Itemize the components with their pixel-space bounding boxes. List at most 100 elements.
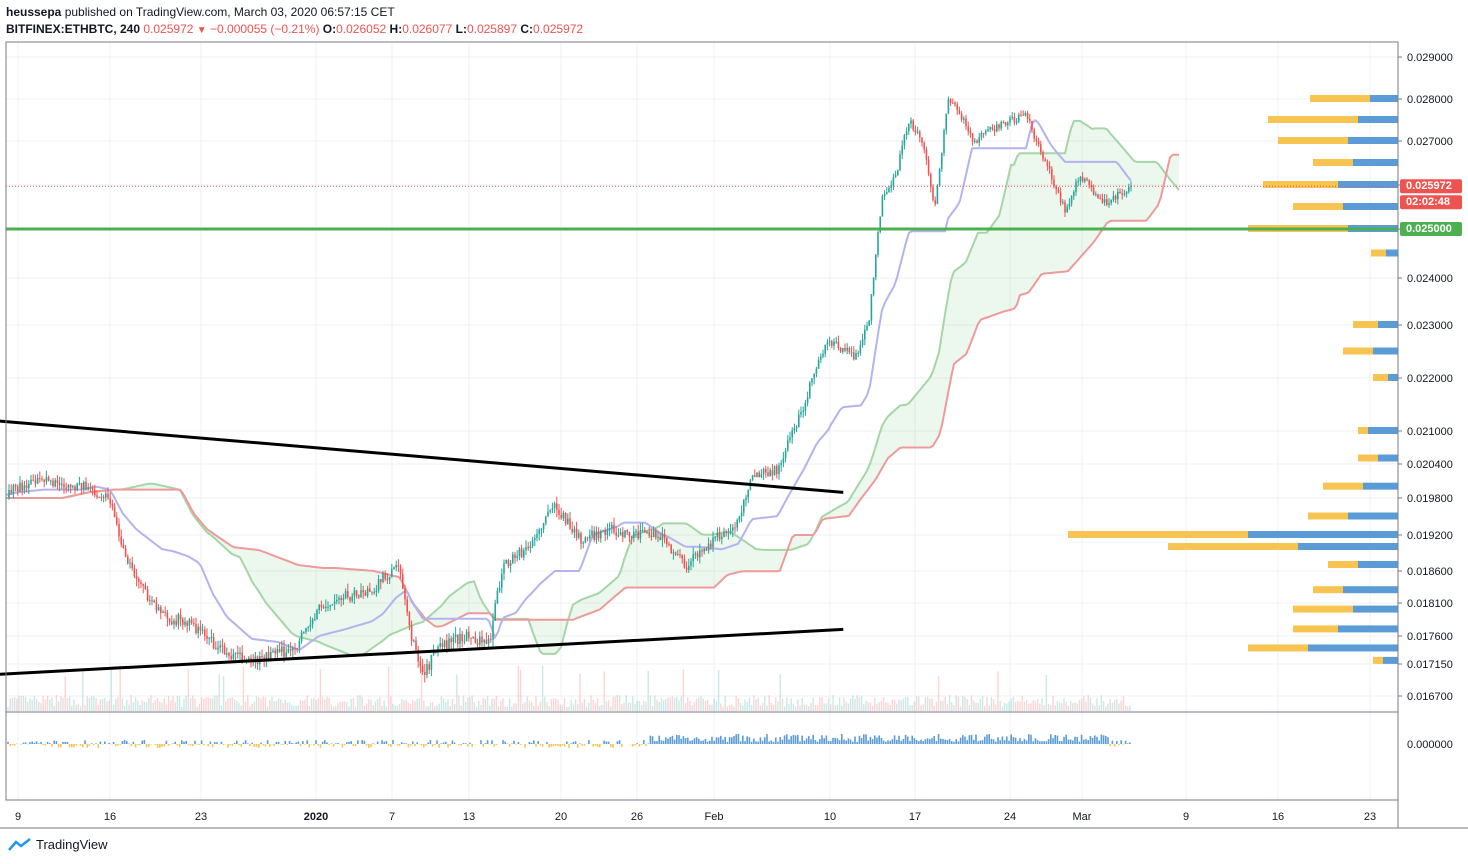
candle-body: [468, 631, 470, 638]
candle-body: [782, 458, 785, 463]
candle-body: [560, 515, 562, 519]
candle-body: [87, 487, 89, 490]
candle-body: [536, 533, 538, 538]
candle-body: [688, 565, 690, 570]
candle-body: [333, 601, 336, 605]
candle-body: [976, 140, 978, 143]
candle-body: [1114, 196, 1117, 200]
candle-body: [1079, 176, 1082, 181]
candle-body: [888, 188, 890, 193]
candle-body: [769, 470, 771, 477]
candle-body: [14, 485, 17, 487]
candle-body: [705, 548, 708, 551]
candle-body: [184, 621, 186, 625]
candle-body: [74, 486, 76, 491]
candle-body: [1033, 129, 1035, 139]
candle-body: [289, 649, 292, 651]
ichimoku-cloud: [5, 118, 1180, 658]
candle-body: [479, 636, 481, 645]
candle-body: [545, 516, 547, 524]
vp-up-bar: [1353, 159, 1398, 166]
candle-body: [270, 651, 272, 659]
candle-body: [947, 99, 950, 114]
candle-body: [608, 527, 611, 530]
candle-body: [789, 437, 791, 441]
candle-body: [743, 500, 745, 513]
candle-body: [729, 530, 732, 533]
candle-body: [628, 532, 631, 537]
candle-body: [949, 99, 952, 103]
candle-body: [419, 661, 422, 666]
candle-body: [113, 506, 116, 518]
candle-body: [234, 652, 237, 654]
symbol-name[interactable]: BITFINEX:ETHBTC, 240: [6, 22, 141, 36]
candle-body: [1075, 181, 1077, 192]
candle-body: [72, 486, 74, 488]
tradingview-logo[interactable]: TradingView: [8, 837, 108, 852]
candle-body: [402, 574, 404, 589]
vp-up-bar: [1358, 116, 1398, 123]
candle-body: [1068, 203, 1071, 207]
candle-body: [8, 490, 10, 498]
candle-body: [549, 509, 551, 512]
candle-body: [494, 603, 496, 621]
candle-body: [855, 353, 857, 360]
vp-up-bar: [1338, 625, 1398, 633]
candle-body: [177, 614, 180, 625]
candle-body: [1024, 113, 1027, 116]
candle-body: [162, 611, 164, 613]
candle-body: [474, 636, 477, 643]
candle-body: [960, 113, 963, 120]
publish-info: heussepa published on TradingView.com, M…: [6, 5, 395, 19]
candle-body: [732, 527, 734, 531]
candle-body: [140, 582, 142, 584]
candle-body: [1011, 116, 1013, 118]
candle-body: [311, 619, 314, 625]
candle-body: [820, 356, 822, 360]
candle-body: [1053, 179, 1055, 186]
candlestick-series: [8, 96, 1132, 683]
candle-body: [23, 485, 26, 491]
candle-body: [1057, 189, 1060, 193]
candle-body: [206, 635, 208, 639]
candle-body: [804, 403, 807, 411]
candle-body: [109, 498, 111, 504]
support-price-label-bg: [1400, 222, 1462, 236]
candle-body: [52, 480, 54, 487]
candle-body: [377, 579, 380, 591]
candle-body: [331, 604, 334, 606]
vp-down-bar: [1358, 427, 1368, 434]
candle-body: [322, 607, 325, 609]
candle-body: [347, 591, 349, 597]
candle-body: [424, 672, 426, 675]
candle-body: [571, 528, 573, 533]
candle-body: [17, 486, 19, 492]
candle-body: [483, 639, 485, 643]
candle-body: [941, 153, 943, 169]
candle-body: [595, 531, 598, 540]
candle-body: [738, 516, 741, 521]
candle-body: [503, 563, 505, 574]
vp-down-bar: [1248, 644, 1308, 652]
drawn-lines[interactable]: [0, 185, 1398, 676]
candle-body: [98, 497, 100, 499]
candle-body: [745, 497, 747, 500]
countdown-label-bg: [1400, 195, 1462, 210]
vp-up-bar: [1308, 644, 1398, 652]
candle-body: [34, 480, 37, 484]
high-value: 0.026077: [402, 22, 453, 36]
volume-bars: [7, 665, 1131, 711]
candle-body: [773, 466, 776, 476]
candle-body: [714, 537, 716, 538]
candle-body: [300, 632, 303, 642]
candle-body: [1004, 122, 1007, 126]
candle-body: [1099, 198, 1101, 200]
candle-body: [182, 619, 184, 625]
publisher-name[interactable]: heussepa: [6, 5, 62, 19]
x-tick-label: 16: [104, 811, 116, 823]
candle-body: [305, 627, 307, 632]
candle-body: [69, 484, 72, 488]
candle-body: [639, 530, 642, 539]
candle-body: [307, 627, 309, 629]
